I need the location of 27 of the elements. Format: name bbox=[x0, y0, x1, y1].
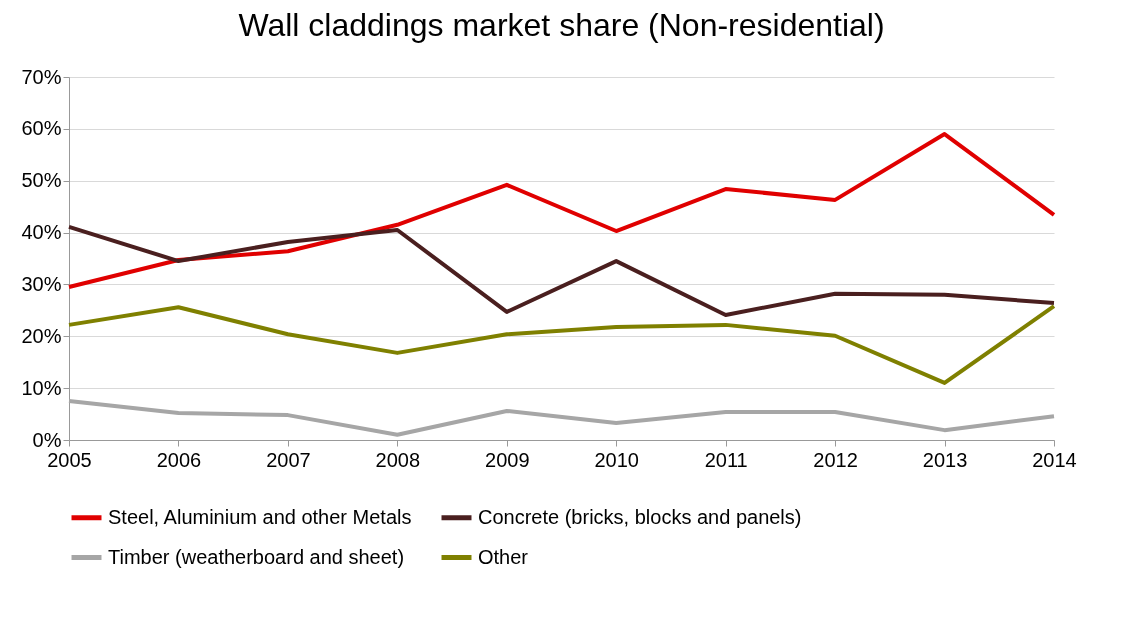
x-tick-label: 2011 bbox=[704, 448, 748, 471]
y-tick-label: 30% bbox=[21, 272, 62, 295]
x-tick-label: 2005 bbox=[47, 448, 92, 471]
x-tick-label: 2009 bbox=[485, 448, 530, 471]
y-tick-label: 0% bbox=[32, 428, 62, 451]
x-tick-label: 2014 bbox=[1032, 448, 1077, 471]
y-tick-label: 40% bbox=[21, 221, 62, 244]
legend-label: Timber (weatherboard and sheet) bbox=[108, 545, 405, 568]
line-series bbox=[67, 304, 1056, 385]
legend-label: Other bbox=[478, 545, 529, 568]
y-tick-label: 50% bbox=[21, 169, 62, 192]
x-tick-label: 2010 bbox=[594, 448, 639, 471]
legend-label: Concrete (bricks, blocks and panels) bbox=[478, 505, 802, 528]
y-tick-label: 70% bbox=[21, 65, 62, 88]
y-tick-label: 10% bbox=[21, 376, 62, 399]
legend-label: Steel, Aluminium and other Metals bbox=[108, 505, 412, 528]
x-tick-label: 2006 bbox=[156, 448, 202, 471]
x-tick-label: 2008 bbox=[375, 448, 421, 471]
line-series bbox=[67, 132, 1056, 290]
y-tick-label: 20% bbox=[21, 324, 62, 347]
x-tick-label: 2007 bbox=[266, 448, 311, 471]
y-tick-label: 60% bbox=[21, 117, 62, 140]
chart-title: Wall claddings market share (Non-residential) bbox=[238, 7, 885, 43]
line-series bbox=[67, 224, 1056, 318]
line-series bbox=[67, 399, 1056, 437]
x-tick-label: 2012 bbox=[813, 448, 858, 471]
x-tick-label: 2013 bbox=[922, 448, 968, 471]
